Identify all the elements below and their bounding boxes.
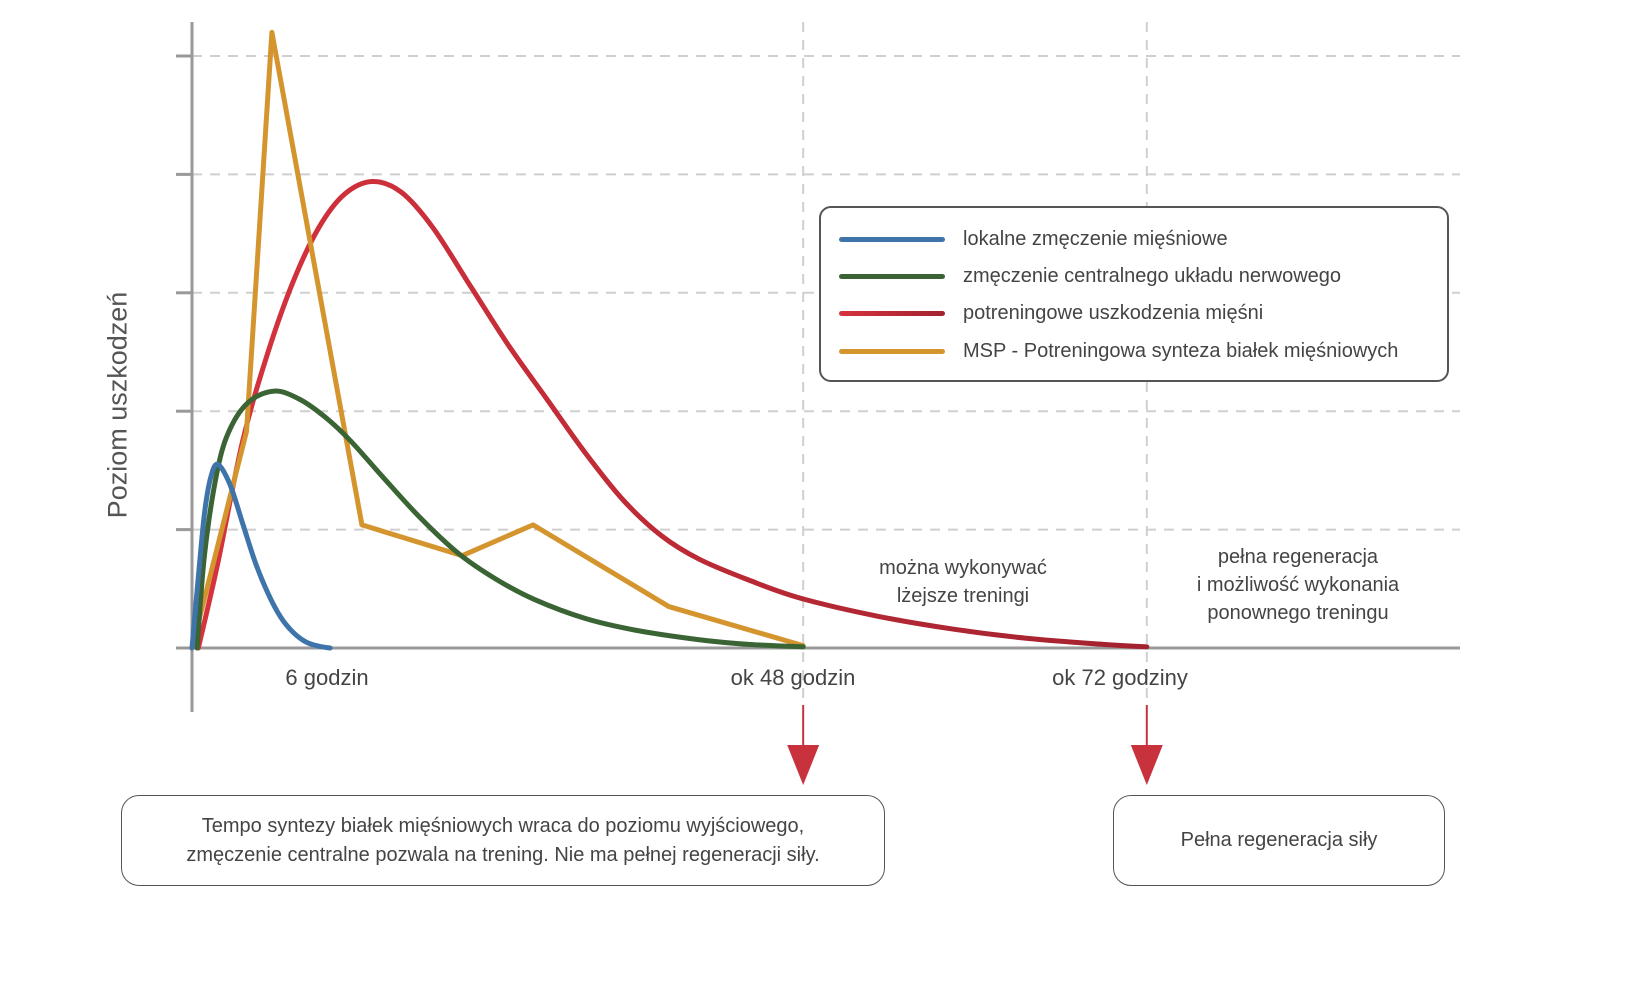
annotation-line: można wykonywać (879, 557, 1047, 579)
callout-text: Tempo syntezy białek mięśniowych wraca d… (201, 814, 805, 837)
arrow-down-icon (1130, 745, 1163, 785)
legend-item: zmęczenie centralnego układu nerwowego (839, 261, 1341, 291)
arrow-down-icon (787, 745, 820, 785)
callout-text: Pełna regeneracja siły (1180, 829, 1378, 851)
legend-swatch (839, 310, 945, 316)
x-tick-label: ok 48 godzin (730, 665, 856, 690)
legend-label: lokalne zmęczenie mięśniowe (963, 227, 1228, 250)
x-tick-label: 6 godzin (285, 665, 369, 690)
legend-label: zmęczenie centralnego układu nerwowego (963, 264, 1342, 287)
legend-item: MSP - Potreningowa synteza białek mięśni… (839, 336, 1398, 366)
callout-48h: Tempo syntezy białek mięśniowych wraca d… (121, 795, 885, 886)
series-msp-line (189, 29, 806, 651)
annotation-line: pełna regeneracja (1217, 546, 1379, 568)
annotation-full-regeneration: pełna regeneracja i możliwość wykonania … (1197, 543, 1399, 627)
series-local-fatigue-line (189, 461, 333, 651)
callout-72h: Pełna regeneracja siły (1113, 795, 1445, 886)
series-muscle-damage-line (195, 179, 1150, 651)
legend-label: potreningowe uszkodzenia mięśni (963, 301, 1264, 324)
annotation-line: lżejsze treningi (896, 585, 1030, 607)
legend-item: lokalne zmęczenie mięśniowe (839, 224, 1228, 254)
y-axis-label: Poziom uszkodzeń (102, 291, 133, 519)
series-cns-fatigue-line (194, 388, 806, 651)
callout-text: zmęczenie centralne pozwala na trening. … (186, 843, 820, 866)
legend: lokalne zmęczenie mięśniowe zmęczenie ce… (819, 206, 1449, 382)
legend-swatch (839, 273, 945, 279)
legend-label: MSP - Potreningowa synteza białek mięśni… (963, 339, 1399, 362)
legend-item: potreningowe uszkodzenia mięśni (839, 298, 1263, 328)
legend-swatch (839, 236, 945, 242)
annotation-line: i możliwość wykonania (1196, 574, 1400, 596)
x-tick-label: ok 72 godziny (1052, 665, 1188, 690)
annotation-light-training: można wykonywać lżejsze treningi (879, 554, 1047, 610)
annotation-line: ponownego treningu (1207, 602, 1389, 624)
legend-swatch (839, 348, 945, 354)
